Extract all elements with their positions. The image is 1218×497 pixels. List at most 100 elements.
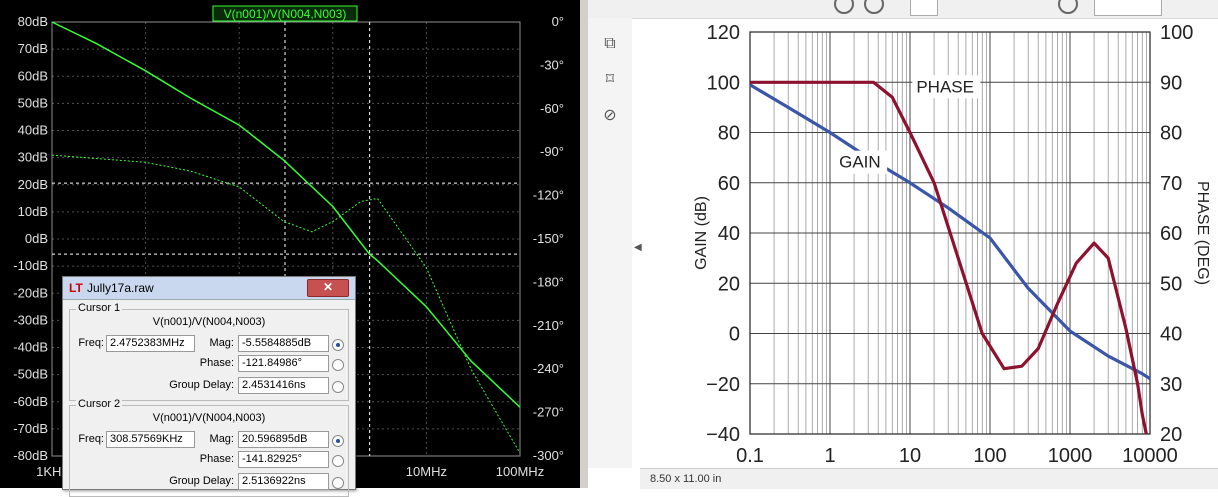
y2-tick-label: 80: [1160, 123, 1182, 145]
cursor2-mag-field[interactable]: 20.596895dB: [238, 431, 329, 448]
cursor2-gd-field[interactable]: 2.5136922ns: [238, 473, 329, 490]
gain-annotation: GAIN: [839, 153, 881, 172]
cursor1-mag-label: Mag:: [209, 337, 234, 349]
cursor2-phase-radio[interactable]: [332, 455, 344, 467]
gain-series-line: [749, 83, 1151, 381]
cursor-dialog[interactable]: LT Jully17a.raw ✕ Cursor 1 V(n001)/V(N00…: [62, 276, 356, 497]
cursor1-freq-field[interactable]: 2.4752383MHz: [106, 335, 195, 352]
mag-tick-label: 0dB: [25, 231, 48, 246]
y2-tick-label: 60: [1160, 223, 1182, 245]
zoom-in-icon[interactable]: [864, 0, 884, 14]
mag-tick-label: 40dB: [18, 123, 48, 138]
y-tick-label: 100: [707, 72, 740, 94]
x-tick-label: 1000: [1048, 445, 1093, 467]
y2-tick-label: 100: [1160, 22, 1193, 44]
cursor1-gd-field[interactable]: 2.4531416ns: [238, 377, 329, 394]
cursor1-freq-label: Freq:: [78, 337, 104, 349]
y-tick-label: 40: [718, 223, 740, 245]
y2-tick-label: 70: [1160, 173, 1182, 195]
mag-tick-label: 80dB: [18, 14, 48, 29]
mag-tick-label: 60dB: [18, 68, 48, 83]
zoom-icon[interactable]: [1058, 0, 1078, 14]
cursor1-phase-radio[interactable]: [332, 359, 344, 371]
page-size-text: 8.50 x 11.00 in: [650, 473, 722, 485]
ltspice-logo-icon: LT: [69, 281, 83, 295]
x-tick-label: 10000: [1122, 445, 1178, 467]
y2-tick-label: 50: [1160, 273, 1182, 295]
y2-tick-label: 20: [1160, 424, 1182, 446]
dialog-title: Jully17a.raw: [87, 281, 154, 295]
phase-tick-label: -150°: [533, 231, 564, 246]
y2-tick-label: 90: [1160, 72, 1182, 94]
cursor2-group: Cursor 2 V(n001)/V(N004,N003) Freq: 308.…: [69, 398, 349, 497]
attachment-icon[interactable]: ⊘: [603, 107, 617, 124]
cursor2-freq-field[interactable]: 308.57569KHz: [106, 431, 195, 448]
cursor2-gd-label: Group Delay:: [169, 475, 234, 487]
phase-tick-label: -60°: [540, 101, 564, 116]
y2-tick-label: 40: [1160, 324, 1182, 346]
y-tick-label: 80: [718, 123, 740, 145]
phase-tick-label: -270°: [533, 405, 564, 420]
y-tick-label: −20: [706, 374, 740, 396]
cursor1-gd-label: Group Delay:: [169, 379, 234, 391]
y-tick-label: −40: [706, 424, 740, 446]
cursor2-expression: V(n001)/V(N004,N003): [152, 412, 266, 424]
zoom-out-icon[interactable]: [834, 0, 854, 14]
mag-tick-label: -50dB: [13, 367, 48, 382]
cursor1-group: Cursor 1 V(n001)/V(N004,N003) Freq: 2.47…: [69, 302, 349, 401]
close-button[interactable]: ✕: [307, 279, 349, 297]
plot-title: V(n001)/V(N004,N003): [224, 7, 347, 21]
y-tick-label: 60: [718, 173, 740, 195]
cursor1-phase-label: Phase:: [199, 357, 234, 369]
cursor1-expression: V(n001)/V(N004,N003): [152, 316, 266, 328]
mag-tick-label: 50dB: [18, 95, 48, 110]
plot-title-box: [212, 5, 358, 22]
mag-tick-label: -40dB: [13, 340, 48, 355]
cursor2-label: Cursor 2: [76, 398, 123, 410]
pane-divider[interactable]: [580, 0, 588, 488]
cursor1-mag-field[interactable]: -5.5584885dB: [238, 335, 329, 352]
zoom-level-input[interactable]: [1094, 0, 1162, 16]
y2-tick-label: 30: [1160, 374, 1182, 396]
cursor2-phase-field[interactable]: -141.82925°: [238, 451, 329, 468]
cursor2-phase-label: Phase:: [199, 453, 234, 465]
collapse-sidebar-icon[interactable]: ◀: [634, 242, 642, 253]
mag-tick-label: 10dB: [18, 204, 48, 219]
bookmark-icon[interactable]: ⌑: [605, 71, 615, 88]
pdf-viewer-pane: ⧉ ⌑ ⊘ ◀ −40 −20 0 20 40 60 80 100 120 20 30 40 50 60 7…: [588, 0, 1218, 489]
mag-tick-label: -60dB: [13, 394, 48, 409]
page-number-input[interactable]: [910, 0, 938, 16]
phase-annotation: PHASE: [916, 77, 974, 96]
y-tick-label: 120: [707, 22, 740, 44]
phase-tick-label: -210°: [533, 318, 564, 333]
phase-annotation-bg: [912, 75, 981, 99]
cursor1-phase-field[interactable]: -121.84986°: [238, 355, 329, 372]
cursor2-gd-radio[interactable]: [332, 477, 344, 489]
gain-annotation-bg: [835, 150, 888, 174]
mag-tick-label: -80dB: [13, 448, 48, 463]
x-tick-label: 100: [973, 445, 1006, 467]
phase-tick-label: -240°: [533, 361, 564, 376]
phase-series-line: [750, 80, 1148, 435]
gain-phase-chart: −40−200204060801001202030405060708090100…: [693, 22, 1211, 467]
cursor1-label: Cursor 1: [76, 302, 123, 314]
y-axis-label: GAIN (dB): [693, 196, 710, 270]
pdf-status-bar: 8.50 x 11.00 in: [640, 468, 1218, 489]
mag-tick-label: -20dB: [13, 285, 48, 300]
mag-tick-label: 70dB: [18, 41, 48, 56]
cursor1-mag-radio[interactable]: [332, 339, 344, 351]
mag-tick-label: 20dB: [18, 177, 48, 192]
x-tick-label: 10MHz: [406, 464, 447, 479]
pages-icon[interactable]: ⧉: [604, 35, 616, 52]
dialog-titlebar[interactable]: LT Jully17a.raw ✕: [63, 277, 355, 300]
x-tick-label: 0.1: [736, 445, 764, 467]
cursor1-gd-radio[interactable]: [332, 381, 344, 393]
mag-tick-label: -70dB: [13, 421, 48, 436]
cursor2-mag-label: Mag:: [209, 433, 234, 445]
cursor2-mag-radio[interactable]: [332, 435, 344, 447]
y-tick-label: 0: [729, 324, 740, 346]
phase-tick-label: 0°: [552, 14, 564, 29]
phase-tick-label: -90°: [540, 144, 564, 159]
x-tick-label: 1: [824, 445, 835, 467]
chart-frame: [749, 31, 1151, 435]
